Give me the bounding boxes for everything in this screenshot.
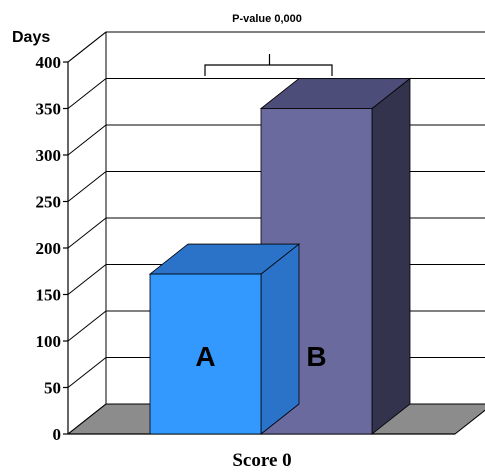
bar-label: A (195, 341, 215, 372)
wall-floor-edge (67, 403, 107, 435)
wall-top-edge (67, 31, 107, 63)
gridline (67, 31, 485, 63)
y-tick-label: 350 (36, 100, 62, 119)
bar-side-face (371, 77, 411, 435)
bar-front-face (149, 273, 262, 435)
y-tick-label: 50 (44, 379, 61, 398)
chart-bars: BA (148, 77, 412, 435)
x-category-label: Score 0 (232, 450, 291, 471)
y-tick-label: 0 (53, 425, 62, 444)
y-tick-label: 100 (36, 332, 62, 351)
bar-label: B (306, 341, 326, 372)
significance-annotation: P-value 0,000 (204, 13, 333, 76)
significance-bracket (204, 54, 333, 76)
y-tick-label: 250 (36, 193, 62, 212)
y-tick-label: 300 (36, 146, 62, 165)
y-axis-label: Days (12, 29, 50, 46)
y-tick-label: 400 (36, 53, 62, 72)
y-axis-ticks: 0 50 100 150 200 250 300 350 400 (36, 53, 68, 444)
p-value-label: P-value 0,000 (232, 13, 302, 25)
bar-side-face (260, 243, 300, 435)
bar-a: A (148, 243, 301, 435)
y-tick-label: 150 (36, 286, 62, 305)
y-tick-label: 200 (36, 239, 62, 258)
